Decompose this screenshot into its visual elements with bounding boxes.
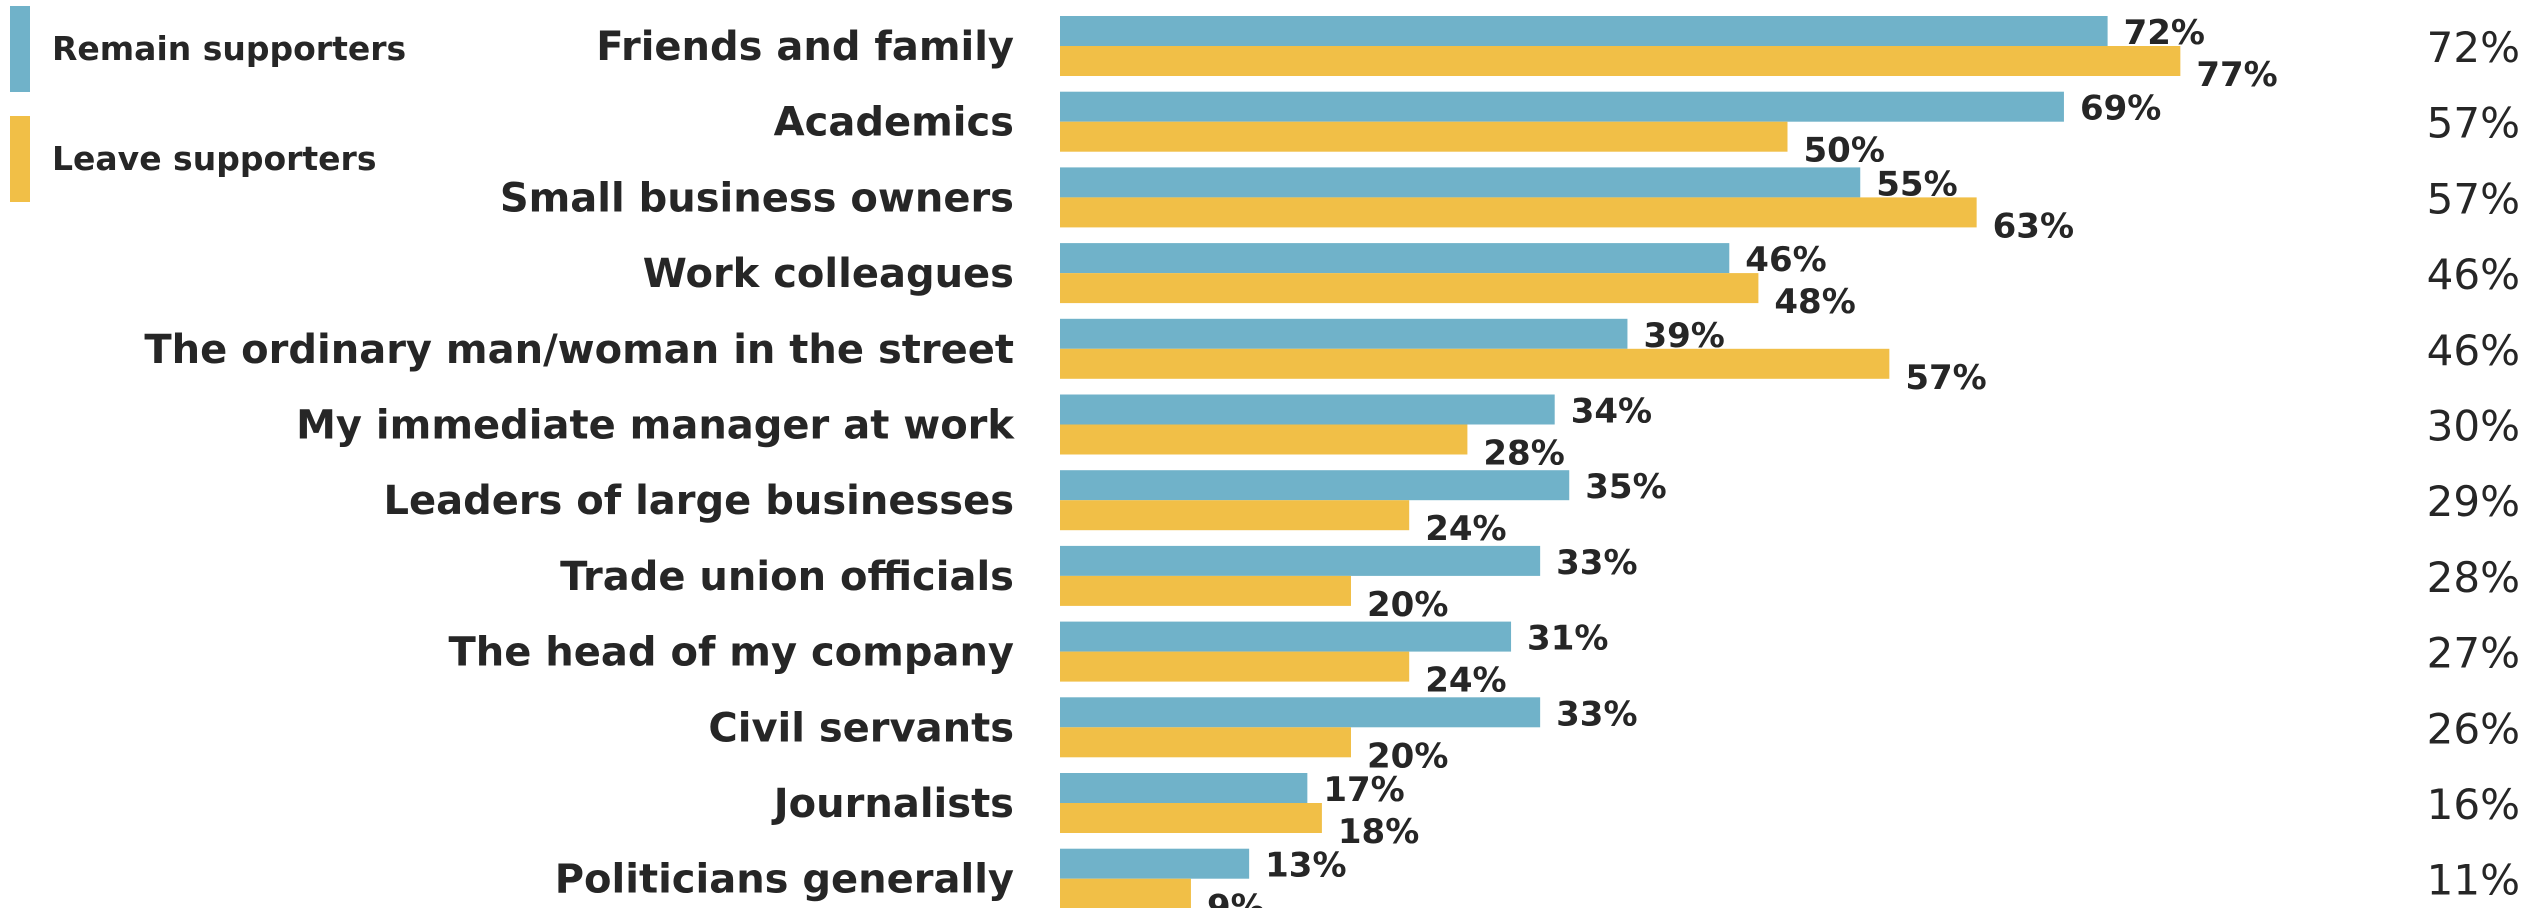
category-label: Academics	[774, 100, 1014, 146]
leave-value-label: 9%	[1207, 888, 1265, 908]
leave-bar	[1060, 424, 1468, 455]
leave-bar	[1060, 803, 1322, 833]
leave-value-label: 57%	[1905, 358, 1986, 398]
total-label: 11%	[2427, 856, 2520, 905]
category-label: Small business owners	[500, 175, 1014, 221]
leave-value-label: 24%	[1425, 509, 1506, 549]
total-label: 46%	[2427, 250, 2520, 299]
legend-swatch	[10, 116, 30, 202]
total-label: 27%	[2427, 629, 2520, 678]
chart-rows: Friends and family 72%77%72%Academics 69%5…	[144, 13, 2520, 908]
leave-bar	[1060, 878, 1191, 908]
chart-row: Civil servants 33% 20% 26%	[708, 694, 2520, 776]
remain-value-label: 33%	[1556, 694, 1637, 734]
chart-row: The ordinary man/woman in the street 39%5…	[144, 316, 2520, 398]
leave-bar	[1060, 500, 1410, 531]
leave-value-label: 24%	[1425, 661, 1506, 701]
legend-item: Remain supporters	[10, 6, 406, 92]
legend-item: Leave supporters	[10, 116, 376, 202]
total-label: 57%	[2427, 99, 2520, 148]
leave-bar	[1060, 197, 1977, 228]
leave-bar	[1060, 348, 1890, 379]
leave-value-label: 77%	[2196, 55, 2277, 95]
category-label: The head of my company	[448, 630, 1014, 676]
leave-bar	[1060, 121, 1788, 152]
remain-value-label: 34%	[1571, 392, 1652, 432]
remain-value-label: 69%	[2080, 89, 2161, 129]
total-label: 26%	[2427, 704, 2520, 753]
leave-bar	[1060, 651, 1410, 682]
category-label: Work colleagues	[643, 251, 1014, 297]
category-label: Leaders of large businesses	[383, 478, 1014, 524]
leave-value-label: 20%	[1367, 585, 1448, 625]
chart-row: Work colleagues 46%48%46%	[643, 240, 2520, 322]
leave-bar	[1060, 575, 1351, 606]
remain-bar	[1060, 394, 1555, 425]
remain-bar	[1060, 243, 1730, 274]
leave-value-label: 18%	[1338, 812, 1419, 852]
total-label: 28%	[2427, 553, 2520, 602]
remain-bar	[1060, 545, 1541, 576]
total-label: 29%	[2427, 477, 2520, 526]
category-label: Friends and family	[596, 24, 1014, 70]
remain-value-label: 17%	[1323, 770, 1404, 810]
remain-bar	[1060, 848, 1250, 879]
category-label: Civil servants	[708, 705, 1014, 751]
category-label: The ordinary man/woman in the street	[144, 327, 1014, 373]
leave-value-label: 48%	[1774, 282, 1855, 322]
remain-bar	[1060, 697, 1541, 728]
remain-bar	[1060, 773, 1308, 803]
total-label: 30%	[2427, 402, 2520, 451]
total-label: 46%	[2427, 326, 2520, 375]
category-label: Journalists	[771, 781, 1014, 827]
chart-row: Academics 69% 50% 57%	[774, 89, 2520, 171]
chart-row: The head of my company 31% 24% 27%	[448, 619, 2520, 701]
remain-value-label: 33%	[1556, 543, 1637, 583]
remain-bar	[1060, 91, 2064, 122]
total-label: 16%	[2427, 780, 2520, 829]
leave-value-label: 63%	[1993, 206, 2074, 246]
category-label: Politicians generally	[555, 857, 1014, 903]
leave-bar	[1060, 46, 2181, 76]
legend: Remain supporters Leave supporters	[10, 6, 406, 202]
remain-bar	[1060, 16, 2108, 46]
remain-bar	[1060, 167, 1861, 198]
chart-row: Politicians generally 13%9% 11%	[555, 846, 2520, 908]
chart-row: Journalists 17%18% 16%	[771, 770, 2520, 852]
total-label: 72%	[2427, 23, 2520, 72]
total-label: 57%	[2427, 174, 2520, 223]
remain-bar	[1060, 318, 1628, 349]
remain-value-label: 46%	[1745, 240, 1826, 280]
leave-value-label: 28%	[1483, 434, 1564, 474]
legend-label: Leave supporters	[52, 139, 376, 178]
leave-bar	[1060, 727, 1351, 758]
leave-value-label: 20%	[1367, 736, 1448, 776]
chart-row: Trade union officials 33% 20% 28%	[560, 543, 2520, 625]
remain-bar	[1060, 470, 1570, 501]
leave-bar	[1060, 273, 1759, 304]
legend-swatch	[10, 6, 30, 92]
category-label: My immediate manager at work	[296, 403, 1015, 449]
chart-row: Friends and family 72%77%72%	[596, 13, 2520, 95]
leave-value-label: 50%	[1804, 131, 1885, 171]
remain-value-label: 13%	[1265, 846, 1346, 886]
legend-label: Remain supporters	[52, 29, 406, 68]
remain-value-label: 31%	[1527, 619, 1608, 659]
chart-row: Small business owners 55%63%57%	[500, 164, 2520, 246]
remain-bar	[1060, 621, 1512, 652]
category-label: Trade union officials	[560, 554, 1014, 600]
chart-row: Leaders of large businesses 35% 24% 29%	[383, 467, 2520, 549]
remain-value-label: 35%	[1585, 467, 1666, 507]
chart-row: My immediate manager at work 34%28% 30%	[296, 392, 2520, 474]
